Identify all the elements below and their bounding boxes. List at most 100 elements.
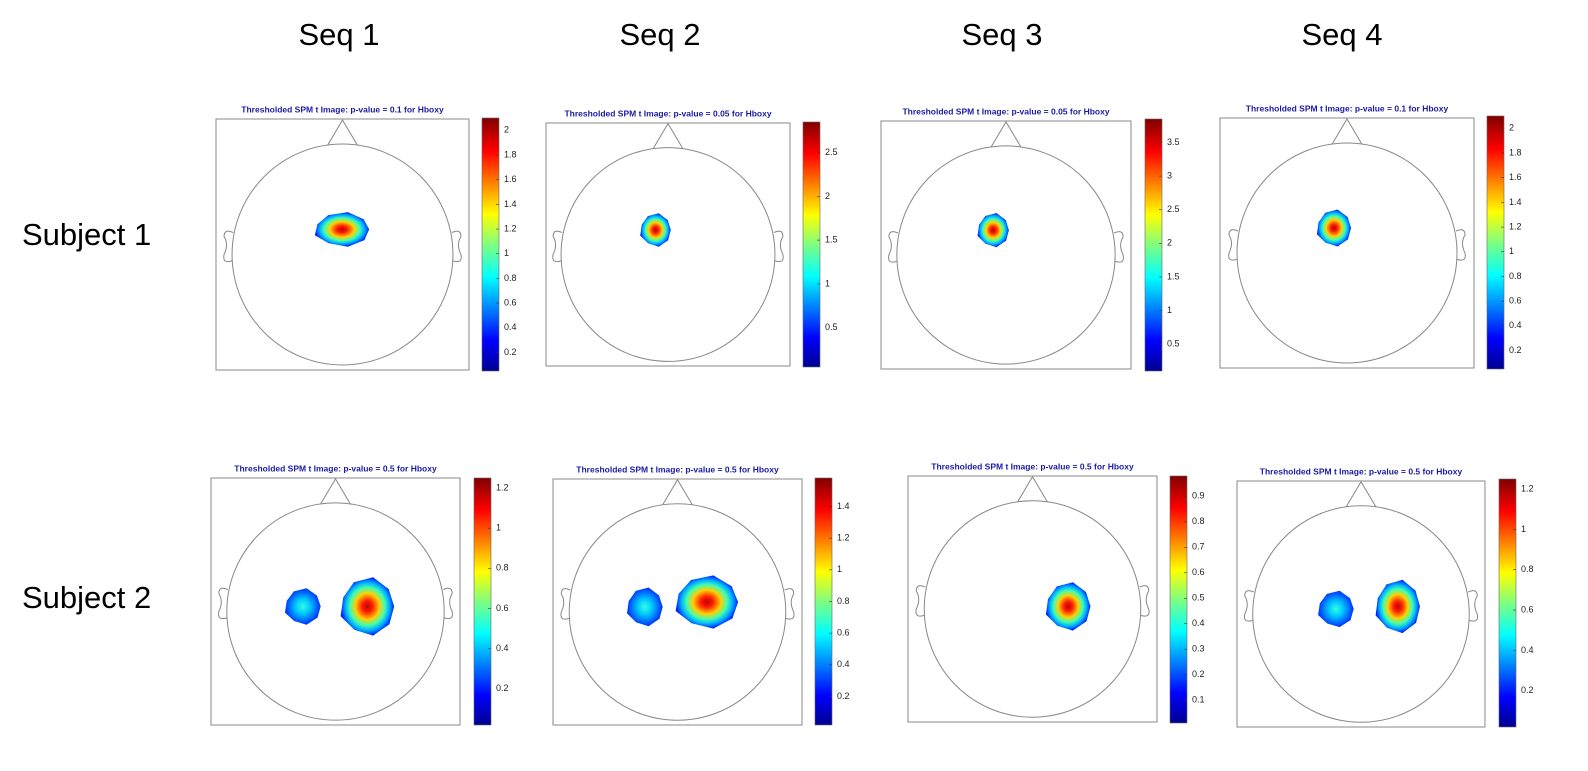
activation-blob (1318, 590, 1354, 628)
activation-blob (627, 587, 663, 627)
colorbar-tick-label: 0.1 (1192, 694, 1205, 704)
colorbar-tick-label: 0.4 (1509, 320, 1522, 330)
colorbar (1486, 115, 1505, 370)
ear (442, 587, 453, 620)
activation-blob (285, 588, 321, 625)
colorbar-tick-label: 0.5 (825, 322, 838, 332)
colorbar-tick-label: 1 (825, 278, 830, 288)
colorbar-tick-label: 1.5 (1167, 271, 1180, 281)
activation-blob (640, 213, 671, 247)
ear (560, 588, 571, 620)
ear (1468, 590, 1479, 622)
colorbar-tick-label: 0.7 (1192, 542, 1205, 552)
nose (1330, 118, 1364, 147)
colorbar-tick-label: 0.2 (1192, 669, 1205, 679)
ear (1113, 231, 1124, 263)
head (560, 147, 776, 362)
activation-blob (1316, 209, 1352, 247)
colorbar-tick-label: 0.2 (1521, 685, 1534, 695)
ear (888, 231, 899, 263)
column-header: Seq 3 (961, 17, 1042, 52)
ear (773, 230, 784, 263)
panel-title: Thresholded SPM t Image: p-value = 0.5 f… (234, 463, 437, 473)
activation-blob (1045, 582, 1091, 631)
colorbar-tick-label: 1.2 (504, 223, 517, 233)
colorbar-tick-label: 1.4 (1509, 197, 1522, 207)
ear (784, 588, 795, 620)
colorbar (1144, 118, 1163, 372)
colorbar-tick-label: 1.8 (1509, 147, 1522, 157)
colorbar-tick-label: 1.5 (825, 235, 838, 245)
panel-title: Thresholded SPM t Image: p-value = 0.5 f… (576, 464, 779, 474)
colorbar-tick-label: 0.6 (1192, 567, 1205, 577)
colorbar-tick-label: 1 (504, 248, 509, 258)
panel-title: Thresholded SPM t Image: p-value = 0.05 … (564, 108, 771, 118)
head (923, 500, 1142, 718)
colorbar-tick-label: 1 (1521, 524, 1526, 534)
ear (451, 230, 462, 263)
ear (1139, 585, 1150, 617)
ear (1243, 590, 1254, 622)
ear (1228, 229, 1239, 261)
head (1236, 142, 1458, 364)
colorbar-tick-label: 2 (504, 125, 509, 135)
colorbar-tick-label: 0.6 (1509, 295, 1522, 305)
nose (661, 478, 694, 508)
colorbar-tick-label: 3.5 (1167, 137, 1180, 147)
colorbar-tick-label: 0.8 (1192, 516, 1205, 526)
nose (1016, 475, 1049, 505)
colorbar-tick-label: 1.6 (504, 174, 517, 184)
nose (989, 120, 1023, 150)
colorbar-tick-label: 2 (825, 191, 830, 201)
colorbar-tick-label: 0.4 (1192, 618, 1205, 628)
colorbar-tick-label: 0.4 (837, 659, 850, 669)
colorbar-tick-label: 1 (1167, 305, 1172, 315)
colorbar-tick-label: 0.2 (837, 691, 850, 701)
panel-title: Thresholded SPM t Image: p-value = 0.1 f… (241, 104, 444, 114)
head (226, 502, 445, 721)
colorbar-tick-label: 0.2 (1509, 345, 1522, 355)
colorbar (473, 477, 492, 726)
colorbar-tick-label: 0.2 (504, 347, 517, 357)
nose (319, 477, 352, 507)
colorbar-tick-label: 1.2 (1509, 221, 1522, 231)
row-header: Subject 1 (22, 217, 151, 252)
colorbar-tick-label: 0.5 (1167, 338, 1180, 348)
row-header: Subject 2 (22, 580, 151, 615)
activation-blob (1375, 579, 1420, 634)
colorbar-tick-label: 0.6 (504, 297, 517, 307)
ear (1455, 229, 1466, 261)
colorbar-tick-label: 0.8 (1509, 271, 1522, 281)
colorbar (1169, 475, 1188, 724)
colorbar-tick-label: 1.2 (1521, 483, 1534, 493)
activation-blob (675, 575, 739, 629)
colorbar (1498, 478, 1517, 728)
colorbar-tick-label: 1.2 (837, 533, 850, 543)
colorbar-tick-label: 0.3 (1192, 644, 1205, 654)
head (1252, 505, 1470, 723)
colorbar-tick-label: 0.8 (504, 273, 517, 283)
colorbar-tick-label: 0.6 (1521, 604, 1534, 614)
activation-blob (340, 577, 395, 636)
colorbar-tick-label: 2.5 (1167, 204, 1180, 214)
colorbar (802, 121, 821, 368)
head (231, 143, 454, 366)
ear (218, 587, 229, 620)
colorbar-tick-label: 0.2 (496, 683, 509, 693)
colorbar-tick-label: 1.4 (504, 199, 517, 209)
activation-blob (977, 213, 1009, 248)
colorbar-tick-label: 1 (1509, 246, 1514, 256)
nose (651, 122, 685, 151)
colorbar-tick-label: 1.6 (1509, 172, 1522, 182)
colorbar-tick-label: 1.4 (837, 501, 850, 511)
nose (326, 119, 359, 148)
colorbar (481, 117, 500, 372)
colorbar-tick-label: 2 (1509, 123, 1514, 133)
panel-title: Thresholded SPM t Image: p-value = 0.5 f… (931, 461, 1134, 471)
colorbar-tick-label: 1.2 (496, 482, 509, 492)
colorbar-tick-label: 0.5 (1192, 593, 1205, 603)
activation-blob (314, 212, 370, 247)
panel-title: Thresholded SPM t Image: p-value = 0.05 … (902, 106, 1109, 116)
